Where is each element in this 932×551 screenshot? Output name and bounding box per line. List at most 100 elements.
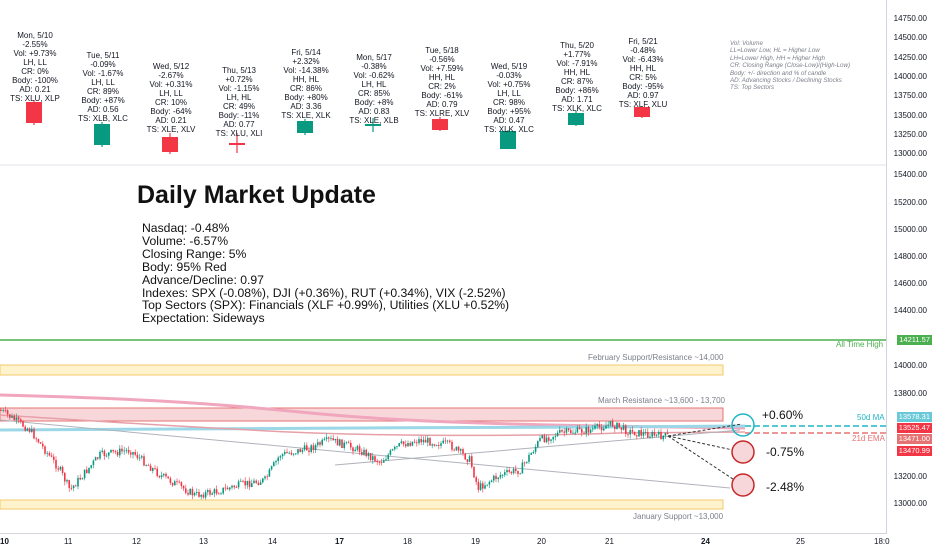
legend-line: Body: +/- direction and % of candle [730, 69, 827, 77]
intraday-candle [277, 457, 279, 461]
intraday-candle [413, 441, 416, 443]
intraday-candle [592, 428, 594, 430]
intraday-candle [207, 490, 209, 493]
intraday-candle [297, 449, 299, 454]
intraday-candle [211, 493, 213, 495]
intraday-candle [35, 438, 37, 440]
summary-line: AD: 0.79 [426, 100, 458, 109]
intraday-candle [653, 432, 656, 436]
daily-summary-4: Fri, 5/14 +2.32% Vol: -14.38% HH, HL CR: 86%… [271, 48, 341, 120]
abbreviation-legend: Vol: Volume LL=Lower Low, HL = Higher Lo… [730, 40, 880, 92]
intraday-candle [521, 462, 524, 474]
summary-nasdaq: Nasdaq: -0.48% [142, 221, 230, 235]
summary-advance-decline: Advance/Decline: 0.97 [142, 272, 264, 287]
intraday-candle [127, 449, 130, 453]
summary-line: Vol: -6.43% [622, 55, 664, 64]
summary-line: LH, HL [226, 93, 252, 102]
intraday-candle [530, 453, 532, 455]
intraday-candle [90, 465, 92, 468]
summary-line: Vol: -1.67% [82, 69, 124, 78]
intraday-candle [559, 429, 561, 433]
intraday-candle [44, 446, 46, 454]
intraday-candle [235, 487, 238, 488]
march-zone [0, 407, 724, 422]
intraday-candle [112, 449, 114, 452]
summary-line: HH, HL [428, 73, 456, 82]
intraday-candle [138, 457, 141, 459]
intraday-candle [345, 442, 348, 444]
intraday-candle [451, 441, 453, 450]
daily-summary-6: Tue, 5/18 -0.56% Vol: +7.59% HH, HL CR: 2% Bo… [407, 46, 477, 118]
intraday-candle [350, 442, 352, 448]
intraday-candle [178, 481, 180, 483]
intraday-candle [376, 461, 378, 462]
intraday-candle [167, 476, 169, 479]
summary-line: Vol: +9.73% [13, 49, 57, 58]
summary-line: Body: -64% [150, 107, 192, 116]
intraday-candle [620, 427, 623, 430]
intraday-candle [200, 494, 202, 497]
axis-label: 13750.00 [893, 91, 927, 100]
axis-label: 15400.00 [893, 170, 927, 179]
intraday-candle [539, 438, 541, 442]
intraday-candle [224, 487, 227, 489]
summary-line: LH, LL [91, 78, 115, 87]
intraday-candle [57, 468, 59, 470]
intraday-candle [488, 481, 491, 485]
intraday-candle [59, 466, 62, 470]
forecast-mid-ray [667, 435, 743, 453]
intraday-candle [20, 419, 22, 422]
axis-label: 14600.00 [893, 279, 927, 288]
intraday-candle [321, 439, 323, 445]
intraday-candle [17, 417, 20, 420]
summary-line: Body: -61% [421, 91, 463, 100]
intraday-candle [189, 488, 191, 495]
axis-label: 14250.00 [893, 53, 927, 62]
intraday-candle [257, 482, 260, 485]
intraday-candle [506, 470, 508, 473]
intraday-candle [279, 456, 282, 458]
legend-line: CR: Closing Range (Close-Low)/(High-Low) [730, 62, 851, 70]
intraday-candle [633, 431, 636, 436]
intraday-candle [398, 443, 400, 447]
intraday-candle [438, 445, 440, 446]
intraday-candle [356, 446, 359, 450]
intraday-candle [39, 442, 42, 444]
summary-line: TS: XLK, XLC [484, 125, 534, 134]
price-axis: 14750.00 14500.00 14250.00 14000.00 1375… [886, 0, 932, 533]
intraday-candle [132, 452, 134, 455]
summary-line: Body: -11% [218, 111, 260, 120]
intraday-candle [9, 414, 11, 418]
intraday-candle [268, 469, 271, 477]
intraday-candle [114, 451, 117, 453]
axis-label: 14400.00 [893, 306, 927, 315]
daily-candle-body [162, 137, 178, 152]
summary-line: AD: 3.36 [290, 102, 322, 111]
time-label: 20 [537, 537, 546, 546]
intraday-candle [110, 449, 112, 453]
summary-closing-range: Closing Range: 5% [142, 246, 247, 261]
intraday-candle [108, 452, 110, 456]
summary-line: CR: 98% [492, 98, 525, 107]
intraday-candle [147, 464, 150, 466]
intraday-candle [638, 430, 640, 437]
intraday-candle [477, 481, 480, 490]
intraday-candle [136, 454, 139, 459]
intraday-candle [180, 482, 183, 486]
intraday-candle [176, 481, 178, 483]
intraday-candle [534, 446, 537, 453]
summary-line: Body: -100% [12, 76, 58, 85]
intraday-candle [169, 478, 172, 483]
intraday-candle [121, 448, 123, 452]
intraday-candle [55, 459, 57, 469]
daily-summary-7: Wed, 5/19 -0.03% Vol: +0.75% LH, LL CR: 98% B… [474, 62, 544, 134]
summary-line: Tue, 5/18 [425, 46, 459, 55]
daily-candle-body [500, 131, 516, 149]
ema21-label: 21d EMA [852, 434, 885, 443]
intraday-candle [607, 424, 609, 426]
axis-label: 13500.00 [893, 111, 927, 120]
intraday-candle [493, 475, 495, 481]
intraday-candle [644, 432, 647, 433]
intraday-candle [339, 439, 341, 446]
